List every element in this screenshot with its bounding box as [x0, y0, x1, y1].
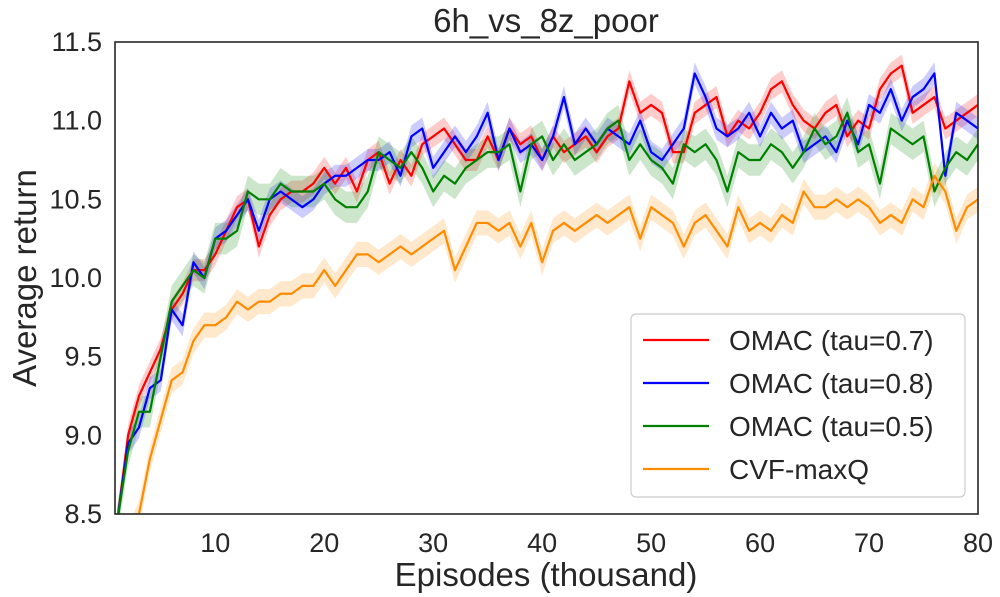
x-tick-label: 80	[963, 528, 993, 558]
x-tick-label: 40	[527, 528, 557, 558]
y-tick-label: 9.0	[64, 420, 102, 450]
legend-label-series-2: OMAC (tau=0.8)	[729, 368, 934, 399]
x-tick-label: 60	[745, 528, 775, 558]
band-series-2	[117, 62, 978, 514]
legend: OMAC (tau=0.7) OMAC (tau=0.8) OMAC (tau=0.…	[630, 313, 966, 498]
x-tick-label: 70	[854, 528, 884, 558]
confidence-bands	[117, 54, 978, 514]
line-series-3	[117, 111, 978, 514]
band-series-1	[117, 54, 978, 514]
y-tick-label: 8.5	[64, 499, 102, 529]
chart-title: 6h_vs_8z_poor	[433, 2, 659, 39]
x-axis-ticks: 10 20 30 40 50 60 70 80	[200, 528, 993, 558]
y-tick-label: 10.5	[49, 184, 102, 214]
series-lines	[117, 64, 978, 514]
y-tick-label: 11.5	[51, 27, 102, 57]
legend-label-series-4: CVF-maxQ	[729, 454, 869, 485]
x-tick-label: 20	[309, 528, 339, 558]
x-tick-label: 50	[636, 528, 666, 558]
legend-frame	[630, 313, 966, 498]
x-tick-label: 10	[200, 528, 230, 558]
plot-frame	[114, 41, 979, 515]
band-series-4	[133, 163, 978, 514]
y-tick-label: 11.0	[51, 106, 102, 136]
legend-label-series-3: OMAC (tau=0.5)	[729, 411, 934, 442]
band-series-3	[117, 97, 978, 514]
y-tick-label: 10.0	[49, 263, 102, 293]
legend-label-series-1: OMAC (tau=0.7)	[729, 325, 934, 356]
x-axis-label: Episodes (thousand)	[395, 556, 698, 593]
line-series-4	[137, 174, 978, 514]
y-axis-ticks: 8.5 9.0 9.5 10.0 10.5 11.0 11.5	[49, 27, 102, 529]
y-tick-label: 9.5	[64, 342, 102, 372]
y-axis-label: Average return	[6, 169, 43, 387]
x-tick-label: 30	[418, 528, 448, 558]
